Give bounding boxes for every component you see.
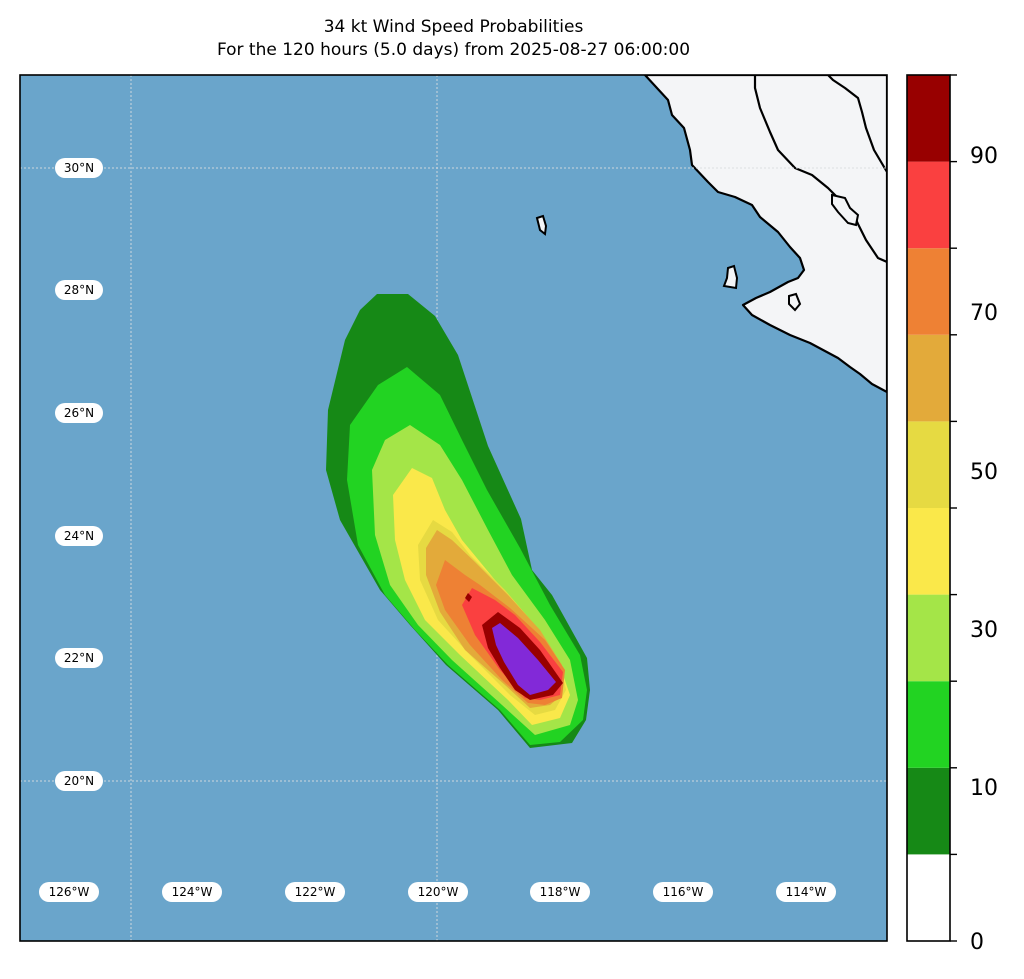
cb-label-50: 50 (970, 460, 998, 485)
island-tiburon (831, 193, 860, 227)
lat-label-30: 30°N (55, 158, 103, 178)
island-small (788, 292, 802, 312)
lat-label-28: 28°N (55, 280, 103, 300)
map-frame (19, 74, 888, 942)
map-title: 34 kt Wind Speed Probabilities (323, 17, 584, 37)
probability-contours (326, 294, 590, 748)
latitude-labels: 30°N 28°N 26°N 24°N 22°N 20°N (55, 158, 103, 791)
contour-100-plus (492, 623, 556, 695)
colorbar-segment (907, 594, 950, 682)
cb-label-30: 30 (970, 618, 998, 643)
map-subtitle: For the 120 hours (5.0 days) from 2025-0… (216, 40, 691, 60)
island-guadalupe (535, 214, 548, 236)
colorbar-segment (907, 421, 950, 508)
svg-text:124°W: 124°W (172, 885, 213, 899)
longitude-labels: 126°W 124°W 122°W 120°W 118°W 116°W 114°… (39, 882, 836, 902)
lat-label-20: 20°N (55, 771, 103, 791)
svg-text:114°W: 114°W (786, 885, 827, 899)
svg-text:118°W: 118°W (540, 885, 581, 899)
cb-label-10: 10 (970, 776, 998, 801)
cb-label-70: 70 (970, 301, 998, 326)
lat-label-24: 24°N (55, 526, 103, 546)
colorbar-segment (907, 334, 950, 422)
island-cedros (722, 264, 739, 290)
lon-label-114: 114°W (776, 882, 836, 902)
lon-label-118: 118°W (530, 882, 590, 902)
colorbar-segment (907, 248, 950, 335)
cb-label-0: 0 (970, 930, 984, 955)
svg-text:116°W: 116°W (663, 885, 704, 899)
lon-label-122: 122°W (285, 882, 345, 902)
svg-text:122°W: 122°W (295, 885, 336, 899)
colorbar-segment (907, 681, 950, 768)
colorbar-segment (907, 767, 950, 855)
svg-text:26°N: 26°N (64, 406, 94, 420)
lon-label-116: 116°W (653, 882, 713, 902)
colorbar-tick-labels: 0 10 30 50 70 90 (970, 144, 998, 955)
svg-text:120°W: 120°W (418, 885, 459, 899)
svg-text:20°N: 20°N (64, 774, 94, 788)
colorbar (906, 74, 957, 942)
svg-text:126°W: 126°W (49, 885, 90, 899)
svg-text:22°N: 22°N (64, 651, 94, 665)
colorbar-segment (907, 508, 950, 595)
colorbar-segment (907, 75, 950, 162)
cb-label-90: 90 (970, 144, 998, 169)
svg-text:28°N: 28°N (64, 283, 94, 297)
lon-label-120: 120°W (408, 882, 468, 902)
svg-text:24°N: 24°N (64, 529, 94, 543)
lat-label-22: 22°N (55, 648, 103, 668)
lon-label-126: 126°W (39, 882, 99, 902)
contour-peak-dot (465, 593, 472, 602)
colorbar-segment (907, 854, 950, 941)
svg-text:30°N: 30°N (64, 161, 94, 175)
colorbar-segment (907, 161, 950, 249)
lat-label-26: 26°N (55, 403, 103, 423)
lon-label-124: 124°W (162, 882, 222, 902)
